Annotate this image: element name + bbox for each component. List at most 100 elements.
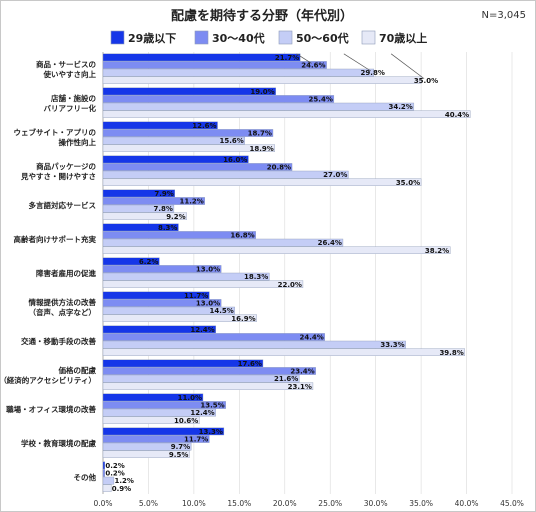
leader-line bbox=[343, 53, 372, 72]
bar bbox=[102, 306, 235, 315]
data-label: 13.0% bbox=[196, 300, 220, 308]
category-label: 店舗・施設の bbox=[51, 93, 96, 103]
data-label: 9.7% bbox=[171, 443, 190, 451]
bar bbox=[102, 333, 325, 341]
bar bbox=[102, 204, 175, 213]
x-axis-ticks: 0.0% 5.0% 10.0% 15.0% 20.0% 25.0% 30.0% 35.0% 40… bbox=[93, 499, 523, 508]
bar bbox=[102, 325, 216, 334]
bar bbox=[102, 484, 112, 493]
data-label: 8.3% bbox=[158, 224, 177, 232]
data-label: 10.6% bbox=[174, 417, 198, 425]
data-label: 9.5% bbox=[169, 451, 188, 459]
data-label: 20.8% bbox=[267, 164, 291, 172]
bar bbox=[102, 291, 210, 300]
data-label: 27.0% bbox=[323, 171, 347, 179]
data-label: 18.3% bbox=[244, 273, 268, 281]
legend-label: 29歳以下 bbox=[128, 31, 176, 45]
bar bbox=[102, 95, 335, 103]
category-label: その他 bbox=[74, 472, 97, 482]
data-label: 0.2% bbox=[105, 462, 124, 470]
bar bbox=[102, 212, 187, 221]
chart-title: 配慮を期待する分野（年代別） bbox=[171, 8, 353, 24]
bar bbox=[102, 170, 349, 179]
x-tick-label: 40.0% bbox=[455, 499, 479, 508]
data-label: 23.4% bbox=[290, 368, 314, 376]
data-label: 12.4% bbox=[190, 409, 214, 417]
data-label: 39.8% bbox=[439, 349, 463, 357]
legend-label: 50〜60代 bbox=[296, 31, 349, 45]
bar bbox=[102, 129, 274, 137]
category-label: 操作性向上 bbox=[59, 137, 97, 147]
data-labels: 21.7%24.6% 29.8% 35.0% 19.0% 25.4% 34.2% 40.4%… bbox=[105, 53, 469, 493]
data-label: 16.0% bbox=[223, 156, 247, 164]
bar bbox=[102, 163, 293, 171]
x-tick-label: 20.0% bbox=[273, 499, 297, 508]
bar bbox=[102, 53, 301, 62]
legend-swatch bbox=[194, 30, 209, 45]
bar bbox=[102, 469, 106, 477]
bar bbox=[102, 367, 316, 375]
bar bbox=[102, 393, 204, 402]
data-label: 0.9% bbox=[112, 485, 131, 493]
bar bbox=[102, 348, 465, 357]
data-label: 18.7% bbox=[248, 130, 272, 138]
data-label: 35.0% bbox=[414, 77, 438, 85]
x-tick-label: 5.0% bbox=[139, 499, 158, 508]
data-label: 19.0% bbox=[250, 88, 274, 96]
data-label: 38.2% bbox=[425, 247, 449, 255]
category-label: 学校・教育環境の配慮 bbox=[21, 438, 96, 448]
data-label: 12.6% bbox=[192, 122, 216, 130]
data-label: 0.2% bbox=[105, 470, 124, 478]
x-tick-label: 35.0% bbox=[409, 499, 433, 508]
bar bbox=[102, 155, 249, 164]
data-label: 22.0% bbox=[278, 281, 302, 289]
bar bbox=[102, 121, 218, 130]
category-label: 交通・移動手段の改善 bbox=[21, 336, 96, 346]
category-label: （経済的アクセシビリティ） bbox=[0, 375, 96, 385]
bar bbox=[102, 223, 179, 232]
bar bbox=[102, 102, 415, 111]
bar bbox=[102, 189, 176, 198]
bar bbox=[102, 136, 245, 145]
bar bbox=[102, 144, 275, 153]
category-label: 使いやすさ向上 bbox=[43, 69, 97, 79]
bar bbox=[102, 272, 270, 281]
x-tick-label: 0.0% bbox=[93, 499, 112, 508]
bar bbox=[102, 61, 327, 69]
legend-swatch bbox=[361, 30, 376, 45]
bar bbox=[102, 110, 471, 118]
data-label: 40.4% bbox=[445, 111, 469, 119]
bar bbox=[102, 314, 257, 323]
bar bbox=[102, 231, 256, 239]
bar bbox=[102, 257, 160, 266]
sample-size-note: N=3,045 bbox=[482, 10, 527, 21]
bar bbox=[102, 359, 264, 368]
bar bbox=[102, 408, 216, 417]
bars bbox=[102, 53, 471, 493]
bar bbox=[102, 382, 314, 391]
leader-line bbox=[296, 53, 312, 64]
data-label: 34.2% bbox=[389, 103, 413, 111]
category-label: 職場・オフィス環境の改善 bbox=[6, 404, 96, 414]
legend-swatch bbox=[278, 30, 293, 45]
legend-label: 30〜40代 bbox=[212, 31, 265, 45]
data-label: 1.2% bbox=[114, 477, 133, 485]
bar bbox=[102, 401, 226, 409]
bar bbox=[102, 461, 106, 470]
bar bbox=[102, 68, 375, 77]
bar bbox=[102, 238, 344, 247]
bar bbox=[102, 427, 225, 436]
data-label: 26.4% bbox=[318, 239, 342, 247]
legend-swatch bbox=[110, 30, 125, 45]
category-label: （音声、点字など） bbox=[29, 307, 97, 317]
bar bbox=[102, 416, 200, 425]
bar bbox=[102, 280, 304, 289]
bar bbox=[102, 87, 276, 96]
leader-line bbox=[390, 53, 425, 79]
category-label: 見やすさ・開けやすさ bbox=[20, 171, 96, 181]
data-label: 16.9% bbox=[231, 315, 255, 323]
data-label: 33.3% bbox=[380, 341, 404, 349]
bar bbox=[102, 197, 205, 205]
data-label: 29.8% bbox=[361, 69, 385, 77]
